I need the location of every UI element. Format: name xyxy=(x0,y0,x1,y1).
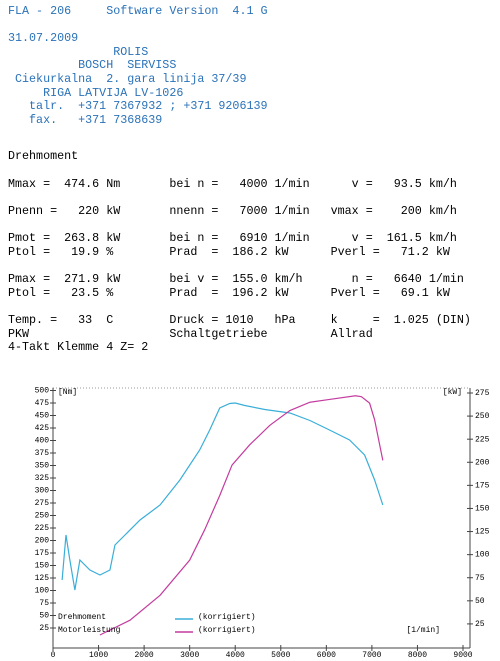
y-tick-label: 350 xyxy=(35,462,50,471)
x-tick-label: 7000 xyxy=(362,651,381,660)
text-line: FLA - 206 Software Version 4.1 G xyxy=(8,4,268,18)
y2-tick-label: 225 xyxy=(475,435,490,444)
y2-tick-label: 275 xyxy=(475,389,490,398)
text-line: Pnenn = 220 kW nnenn = 7000 1/min vmax =… xyxy=(8,204,457,219)
y2-tick-label: 75 xyxy=(475,574,485,583)
text-line: 4-Takt Klemme 4 Z= 2 xyxy=(8,340,149,355)
y-tick-label: 75 xyxy=(39,599,49,608)
y-tick-label: 400 xyxy=(35,437,50,446)
text-line: PKW Schaltgetriebe Allrad xyxy=(8,326,373,341)
y-unit: [Nm] xyxy=(58,388,77,397)
y2-tick-label: 150 xyxy=(475,505,490,514)
y-tick-label: 275 xyxy=(35,499,50,508)
series-line xyxy=(99,395,384,636)
x-tick-label: 2000 xyxy=(135,651,154,660)
y2-tick-label: 100 xyxy=(475,551,490,560)
y2-tick-label: 25 xyxy=(475,620,485,629)
legend-name: Motorleistung xyxy=(58,626,121,635)
text-line: BOSCH SERVISS xyxy=(8,58,177,73)
y-tick-label: 325 xyxy=(35,474,50,483)
y-tick-label: 425 xyxy=(35,424,50,433)
text-line: RIGA LATVIJA LV-1026 xyxy=(8,85,184,100)
text-line: Ptol = 19.9 % Prad = 186.2 kW Pverl = 71… xyxy=(8,245,450,259)
legend-name: Drehmoment xyxy=(58,613,106,622)
y-tick-label: 125 xyxy=(35,574,50,583)
y-tick-label: 50 xyxy=(39,612,49,621)
text-line: Temp. = 33 C Druck = 1010 hPa k = 1.025 … xyxy=(8,313,471,327)
x-tick-label: 6000 xyxy=(317,651,336,660)
results-title: Drehmoment xyxy=(8,149,79,163)
y2-tick-label: 175 xyxy=(475,481,490,490)
y-tick-label: 25 xyxy=(39,624,49,633)
y2-tick-label: 250 xyxy=(475,412,490,421)
x-unit: [1/min] xyxy=(406,626,440,635)
text-line: Pmot = 263.8 kW bei n = 6910 1/min v = 1… xyxy=(8,231,457,246)
text-line: fax. +371 7368639 xyxy=(8,112,163,127)
plot-frame xyxy=(52,387,471,649)
x-tick-label: 1000 xyxy=(89,651,108,660)
y-tick-label: 150 xyxy=(35,562,50,571)
y2-tick-label: 125 xyxy=(475,528,490,537)
y2-unit: [kW] xyxy=(443,388,462,397)
text-line: 31.07.2009 xyxy=(8,31,79,46)
y-tick-label: 250 xyxy=(35,512,50,521)
y-tick-label: 450 xyxy=(35,412,50,421)
y-tick-label: 225 xyxy=(35,524,50,533)
x-tick-label: 3000 xyxy=(180,651,199,660)
x-tick-label: 5000 xyxy=(271,651,290,660)
y2-tick-label: 50 xyxy=(475,597,485,606)
text-line: Pmax = 271.9 kW bei v = 155.0 km/h n = 6… xyxy=(8,272,464,287)
text-line: Ptol = 23.5 % Prad = 196.2 kW Pverl = 69… xyxy=(8,285,450,300)
text-line: talr. +371 7367932 ; +371 9206139 xyxy=(8,99,268,114)
legend-label: (korrigiert) xyxy=(198,613,256,622)
legend-label: (korrigiert) xyxy=(198,626,256,635)
text-line: Ciekurkalna 2. gara linija 37/39 xyxy=(8,72,247,86)
y-tick-label: 200 xyxy=(35,537,50,546)
text-line: Mmax = 474.6 Nm bei n = 4000 1/min v = 9… xyxy=(8,177,457,191)
x-tick-label: 8000 xyxy=(408,651,427,660)
y-tick-label: 375 xyxy=(35,449,50,458)
y-tick-label: 100 xyxy=(35,587,50,596)
text-line: ROLIS xyxy=(8,44,149,59)
y-tick-label: 500 xyxy=(35,387,50,396)
x-tick-label: 9000 xyxy=(453,651,472,660)
series-line xyxy=(61,402,384,591)
y2-tick-label: 200 xyxy=(475,458,490,467)
x-tick-label: 4000 xyxy=(226,651,245,660)
y-tick-label: 475 xyxy=(35,399,50,408)
y-tick-label: 300 xyxy=(35,487,50,496)
y-tick-label: 175 xyxy=(35,549,50,558)
x-tick-label: 0 xyxy=(51,651,56,660)
